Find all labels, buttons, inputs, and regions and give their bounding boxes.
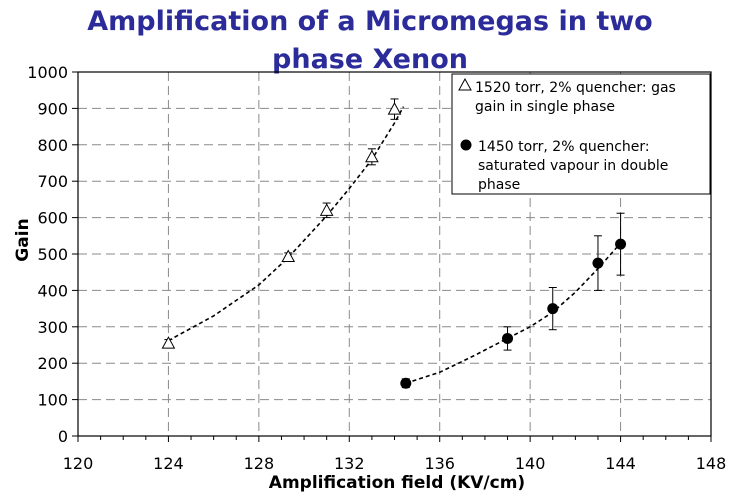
y-tick-label: 100 <box>37 391 68 410</box>
legend-series2-line1: 1450 torr, 2% quencher: <box>478 139 650 155</box>
y-tick-label: 200 <box>37 354 68 373</box>
data-point-series-1 <box>161 336 176 349</box>
data-point-series-1 <box>387 102 402 115</box>
y-axis-title: Gain <box>13 218 33 261</box>
data-point-series-2 <box>502 332 514 344</box>
legend-series2-line3: phase <box>478 177 520 193</box>
x-tick-label: 124 <box>153 454 184 473</box>
y-tick-label: 400 <box>37 281 68 300</box>
y-tick-label: 600 <box>37 209 68 228</box>
data-point-series-2 <box>547 303 559 315</box>
y-tick-label: 500 <box>37 245 68 264</box>
data-point-series-2 <box>400 377 412 389</box>
x-tick-label: 128 <box>244 454 275 473</box>
legend-series2-line2: saturated vapour in double <box>478 158 668 174</box>
data-point-series-2 <box>592 257 604 269</box>
y-tick-label: 0 <box>58 427 68 446</box>
x-tick-label: 136 <box>424 454 455 473</box>
y-tick-label: 1000 <box>27 63 68 82</box>
x-tick-label: 132 <box>334 454 365 473</box>
y-tick-label: 800 <box>37 136 68 155</box>
x-tick-label: 140 <box>515 454 546 473</box>
y-tick-label: 900 <box>37 99 68 118</box>
legend-series1-line1: 1520 torr, 2% quencher: gas <box>475 80 676 96</box>
data-point-series-1 <box>365 149 379 163</box>
chart-title-line-2: phase Xenon <box>272 44 468 75</box>
x-tick-label: 144 <box>605 454 636 473</box>
x-tick-label: 148 <box>696 454 727 473</box>
legend-triangle-marker <box>458 77 472 91</box>
data-point-series-2 <box>615 238 627 250</box>
data-point-series-1 <box>281 249 296 263</box>
data-point-series-1 <box>319 203 334 216</box>
legend-circle-marker <box>460 139 472 151</box>
legend-box <box>451 73 711 195</box>
x-tick-label: 120 <box>63 454 94 473</box>
x-axis-title: Amplification field (KV/cm) <box>269 473 525 493</box>
y-tick-label: 300 <box>37 318 68 337</box>
chart-title-line-1: Amplification of a Micromegas in two <box>87 6 652 37</box>
y-tick-label: 700 <box>37 172 68 191</box>
axis-ticks: 120 124 128 132 136 140 144 148 0 100 200 300 400 500… <box>27 63 726 473</box>
legend-series1-line2: gain in single phase <box>475 99 615 115</box>
trend-line-series-2 <box>405 242 622 384</box>
legend: 1520 torr, 2% quencher: gas gain in sing… <box>451 73 711 195</box>
data-points <box>161 98 627 389</box>
